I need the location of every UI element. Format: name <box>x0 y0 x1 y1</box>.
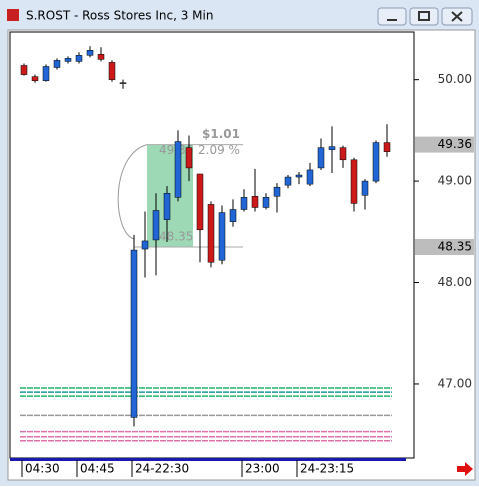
candle-body <box>108 62 116 80</box>
maximize-button[interactable] <box>409 7 439 26</box>
measure-arc <box>117 144 148 240</box>
candle-body <box>20 65 28 75</box>
price-marker <box>415 136 474 153</box>
candle-body <box>383 142 391 152</box>
y-tick-label: 48.00 <box>438 275 472 289</box>
x-tick-label: 04:30 <box>25 462 60 476</box>
price-marker <box>415 239 474 256</box>
price-marker-label: 49.36 <box>438 137 472 151</box>
measure-percent: 2.09 % <box>198 143 240 157</box>
minimize-button[interactable] <box>377 7 407 26</box>
candle-body <box>306 169 314 185</box>
app-icon <box>7 9 19 21</box>
measure-low: 48.35 <box>159 230 193 244</box>
candle-body <box>64 58 72 62</box>
candle-body <box>196 173 204 231</box>
candle-body <box>141 240 149 250</box>
candle-body <box>75 55 83 62</box>
candle-body <box>152 210 160 241</box>
candle-body <box>53 60 61 68</box>
candle-body <box>350 159 358 204</box>
candle-body <box>218 212 226 261</box>
price-marker-label: 48.35 <box>438 240 472 254</box>
y-tick-label: 49.00 <box>438 174 472 188</box>
candle-body <box>207 204 215 263</box>
scroll-bar[interactable] <box>10 458 406 461</box>
candle-body <box>185 147 193 169</box>
candle-body <box>229 209 237 222</box>
window-title: S.ROST - Ross Stores Inc, 3 Min <box>26 9 213 23</box>
candle-body <box>163 193 171 220</box>
candle-body <box>174 141 182 198</box>
maximize-icon <box>418 11 430 21</box>
candle-body <box>339 147 347 161</box>
x-tick-label: 24-23:15 <box>300 462 354 476</box>
candle-body <box>372 142 380 182</box>
candle-body <box>119 82 127 84</box>
candle-body <box>240 197 248 210</box>
candle-body <box>295 174 303 178</box>
candle-body <box>317 147 325 169</box>
candle-body <box>262 197 270 208</box>
x-tick-label: 23:00 <box>245 462 280 476</box>
scroll-arrow[interactable] <box>457 462 473 476</box>
x-tick-label: 04:45 <box>80 462 115 476</box>
candle-body <box>273 186 281 197</box>
y-tick-label: 47.00 <box>438 376 472 390</box>
candle-body <box>42 66 50 81</box>
candle-body <box>284 176 292 186</box>
y-tick-label: 50.00 <box>438 72 472 86</box>
close-icon <box>451 11 463 22</box>
candle-body <box>328 146 336 150</box>
candle-body <box>361 180 369 196</box>
candle-body <box>97 54 105 60</box>
candle-body <box>31 76 39 81</box>
candle-body <box>130 249 138 418</box>
candle-body <box>86 50 94 56</box>
candle-body <box>251 196 259 208</box>
measure-change: $1.01 <box>202 127 240 141</box>
x-tick-label: 24-22:30 <box>135 462 189 476</box>
